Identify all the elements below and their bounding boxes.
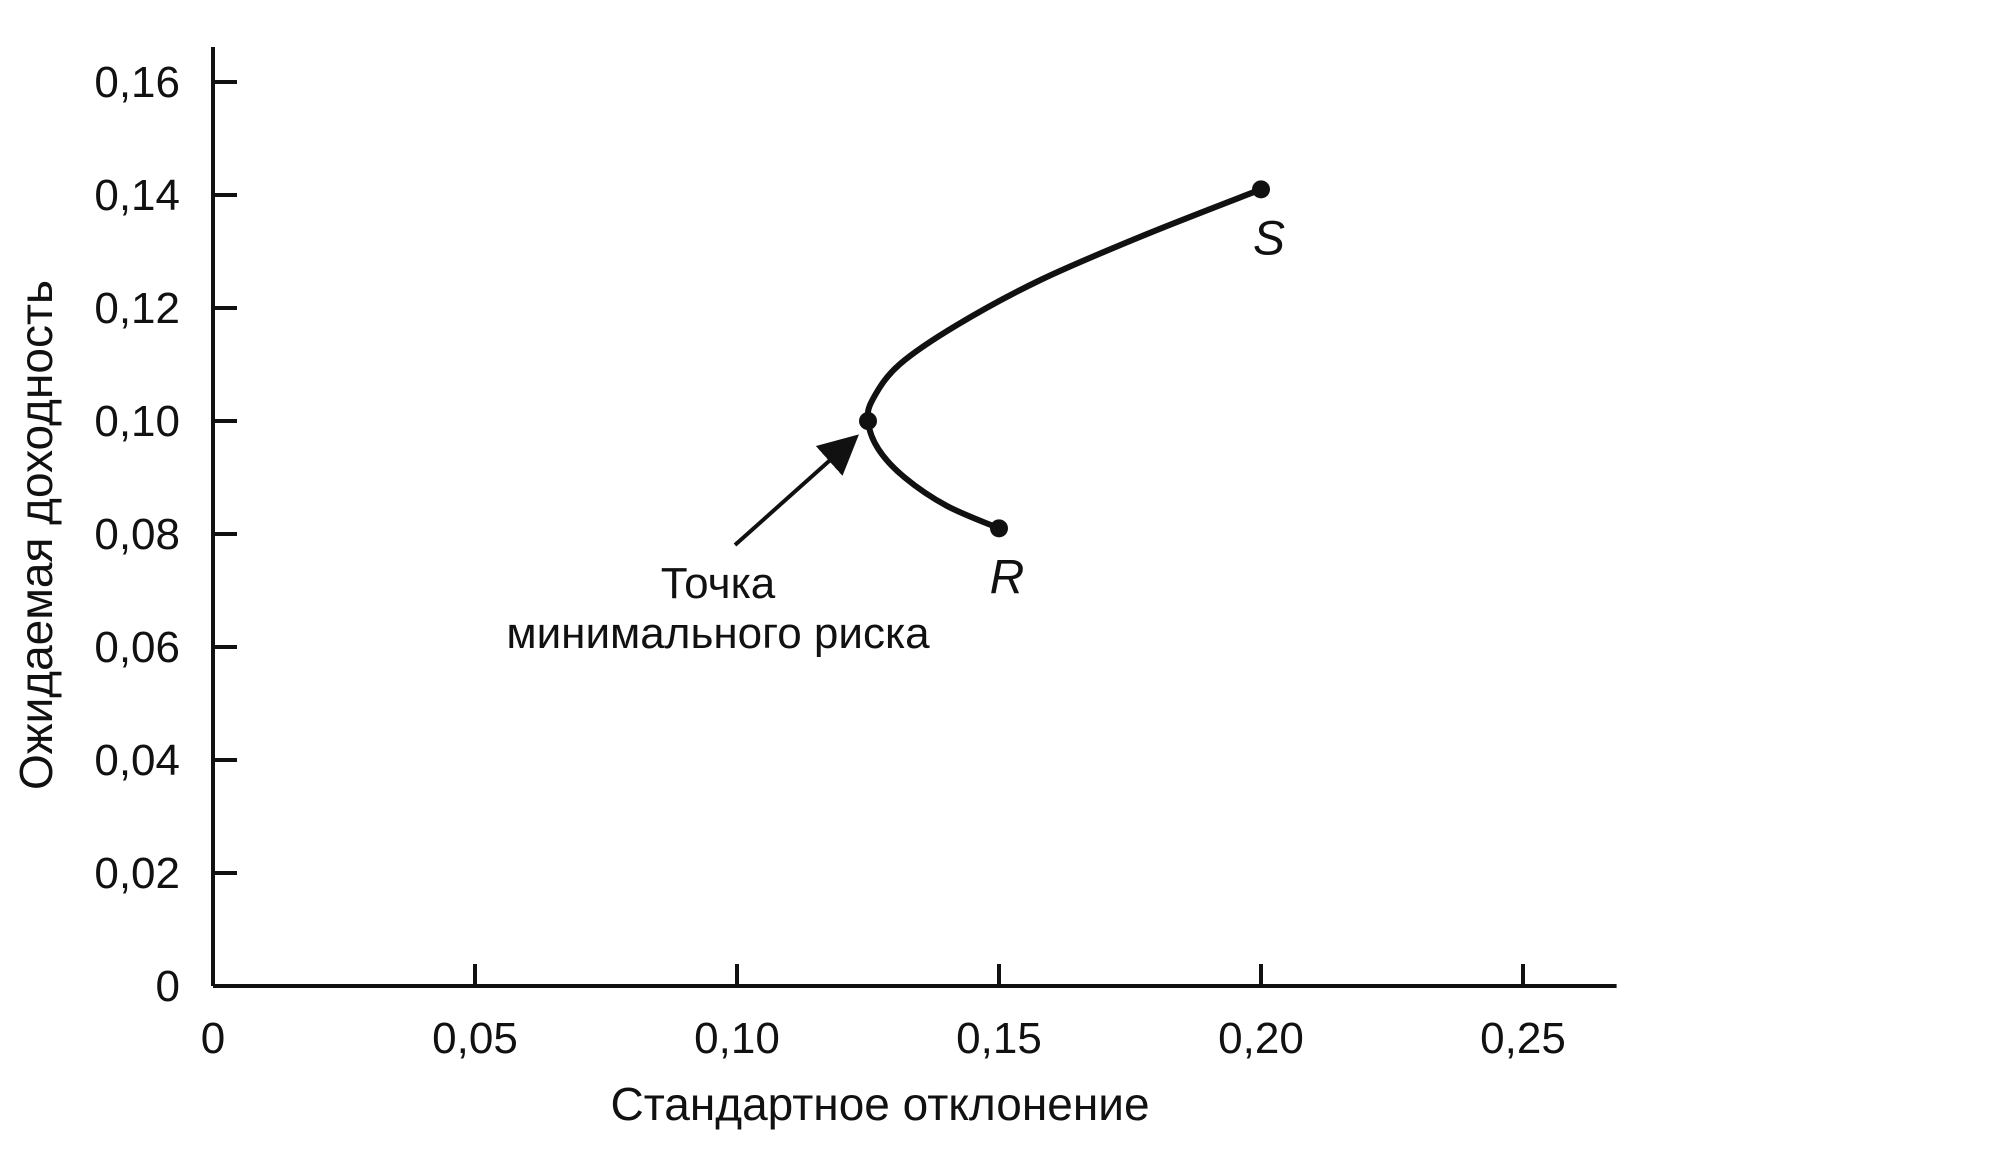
y-tick-label: 0,08	[94, 510, 180, 559]
point-r	[990, 519, 1008, 538]
x-tick-label: 0,25	[1480, 1014, 1566, 1063]
x-tick-label: 0,15	[956, 1014, 1042, 1063]
annotation-line: Точка	[661, 559, 776, 608]
y-tick-label: 0,02	[94, 849, 180, 898]
y-tick-label: 0,16	[94, 58, 180, 107]
point-label-s: S	[1253, 212, 1285, 265]
y-axis-title: Ожидаемая доходность	[10, 280, 62, 790]
efficient-frontier-curve	[864, 186, 1264, 532]
y-tick-label: 0,10	[94, 397, 180, 446]
x-tick-label: 0,20	[1218, 1014, 1304, 1063]
y-tick-label: 0,14	[94, 171, 180, 220]
point-s	[1252, 180, 1270, 199]
x-tick-label: 0,10	[694, 1014, 780, 1063]
point-label-r: R	[990, 551, 1025, 604]
x-axis-title: Стандартное отклонение	[610, 1078, 1149, 1130]
y-tick-label: 0,06	[94, 623, 180, 672]
annotation-text: Точка минимального риска	[506, 559, 930, 658]
x-tick-label: 0	[201, 1014, 225, 1063]
annotation-arrow	[733, 434, 859, 547]
y-tick-label: 0,04	[94, 736, 180, 785]
y-tick-label: 0	[156, 962, 180, 1011]
y-tick-label: 0,12	[94, 284, 180, 333]
annotation-line: минимального риска	[506, 609, 930, 658]
x-tick-label: 0,05	[432, 1014, 518, 1063]
point-min-risk	[859, 412, 877, 430]
